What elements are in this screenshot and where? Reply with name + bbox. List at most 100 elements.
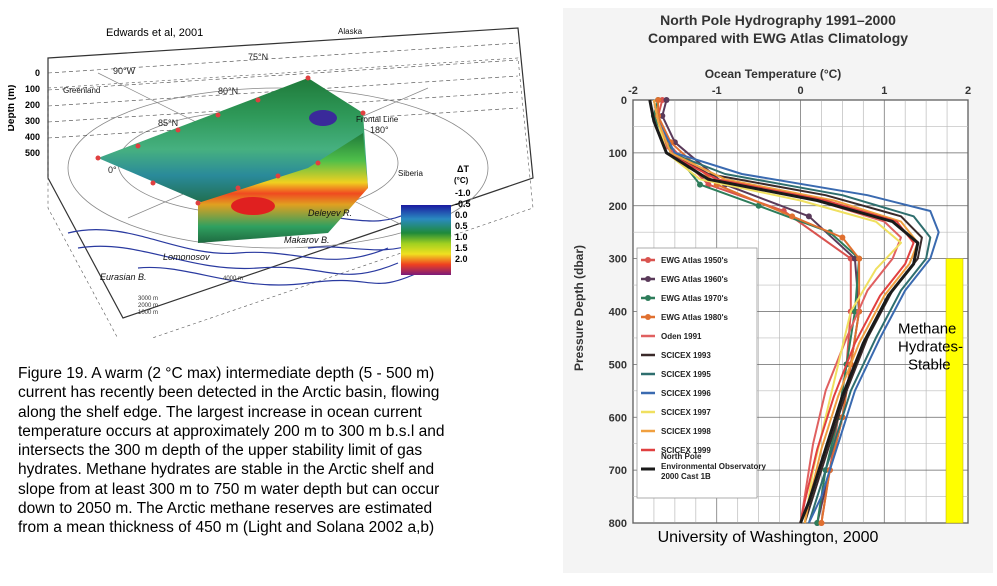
figure-credit: Edwards et al, 2001 — [106, 27, 203, 39]
delta-t-unit: (°C) — [454, 176, 469, 185]
y-tick-label: 400 — [609, 307, 627, 319]
svg-text:0°: 0° — [108, 165, 117, 175]
svg-text:1.5: 1.5 — [455, 243, 468, 253]
figure-caption: Figure 19. A warm (2 °C max) intermediat… — [18, 364, 538, 538]
series-marker-3 — [856, 255, 863, 262]
legend-label: EWG Atlas 1980's — [661, 313, 729, 322]
svg-text:-1.0: -1.0 — [455, 188, 471, 198]
legend-marker — [645, 314, 651, 320]
delta-t-values: -1.0 -0.5 0.0 0.5 1.0 1.5 2.0 — [455, 188, 471, 264]
x-tick-label: -2 — [628, 85, 638, 97]
x-tick-label: 2 — [965, 85, 971, 97]
legend-label: North Pole — [661, 452, 702, 461]
series-line-9 — [652, 99, 919, 524]
caption-line: current has recently been detected in th… — [18, 384, 440, 402]
bathymetry-contours — [67, 212, 429, 286]
series-lines — [648, 97, 940, 526]
caption-line: from a mean thickness of 450 m (Light an… — [18, 519, 435, 537]
chart-title: North Pole Hydrography 1991–2000 — [660, 12, 896, 28]
hydrate-zone-label-line: Hydrates- — [898, 339, 963, 356]
cold-anomaly — [309, 110, 337, 126]
svg-text:Greenland: Greenland — [63, 86, 100, 95]
svg-text:1000 m: 1000 m — [138, 310, 158, 316]
temperature-profile-chart: Ocean Temperature (°C) Pressure Depth (d… — [572, 67, 971, 530]
series-marker-3 — [655, 97, 662, 103]
hydrate-zone-label-line: Stable — [908, 357, 951, 374]
y-tick-label: 200 — [609, 201, 627, 213]
legend: EWG Atlas 1950's EWG Atlas 1960's EWG Atla… — [636, 247, 766, 499]
delta-t-colorbar — [401, 205, 451, 275]
hydrate-zone — [945, 258, 964, 524]
latitude-labels: 75°N 80°N 85°N — [158, 52, 268, 128]
svg-text:Eurasian B.: Eurasian B. — [100, 272, 147, 282]
svg-text:100: 100 — [25, 84, 40, 94]
left-panel: Depth (m) 0 100 200 300 400 500 Edwards … — [8, 27, 538, 538]
depth-axis-label: Depth (m) — [8, 85, 17, 132]
svg-text:90°W: 90°W — [113, 66, 136, 76]
svg-text:80°N: 80°N — [218, 86, 238, 96]
series-marker-2 — [697, 181, 703, 188]
svg-text:85°N: 85°N — [158, 118, 178, 128]
chart-subtitle: Compared with EWG Atlas Climatology — [647, 30, 909, 46]
series-marker-3 — [839, 234, 846, 241]
legend-label: SCICEX 1996 — [661, 389, 711, 398]
depth-grid — [47, 42, 519, 139]
warm-anomaly — [231, 197, 275, 215]
hydrate-stability-bar — [945, 258, 964, 524]
svg-text:0.0: 0.0 — [455, 210, 468, 220]
svg-text:500: 500 — [25, 148, 40, 158]
series-marker-1 — [663, 97, 670, 103]
caption-line: down to 2050 m. The Arctic methane reser… — [18, 500, 433, 518]
svg-text:Frontal Line: Frontal Line — [356, 115, 399, 124]
series-marker-3 — [789, 213, 796, 220]
latitude-circle — [67, 87, 489, 249]
svg-text:3000 m: 3000 m — [138, 296, 158, 302]
series-marker-2 — [851, 308, 858, 315]
isobath-labels: 4000 m 3000 m 2000 m 1000 m — [138, 276, 243, 316]
series-marker-0 — [659, 97, 666, 103]
x-tick-label: 0 — [797, 85, 803, 97]
series-marker-1 — [805, 213, 812, 220]
hydrate-zone-label-line: Methane — [898, 321, 956, 338]
y-tick-label: 700 — [609, 465, 627, 477]
y-tick-label: 800 — [609, 518, 627, 530]
series-line-11 — [648, 99, 920, 524]
chart-footer: University of Washington, 2000 — [657, 529, 879, 546]
svg-text:0.5: 0.5 — [455, 221, 468, 231]
caption-line: Figure 19. A warm (2 °C max) intermediat… — [18, 365, 435, 382]
legend-box — [636, 247, 758, 499]
caption-line: temperature occurs at approximately 200 … — [18, 422, 445, 440]
y-tick-label: 300 — [609, 254, 627, 266]
depth-ticks: 0 100 200 300 400 500 — [25, 68, 40, 158]
svg-text:180°: 180° — [370, 125, 389, 135]
legend-label: SCICEX 1999 — [661, 446, 711, 455]
svg-text:-0.5: -0.5 — [455, 199, 471, 209]
temperature-section-2 — [198, 133, 368, 243]
svg-text:0: 0 — [35, 68, 40, 78]
station-markers — [95, 75, 366, 206]
legend-label: 2000 Cast 1B — [661, 472, 711, 481]
svg-text:Lomonosov: Lomonosov — [163, 252, 210, 262]
svg-text:Deleyev R.: Deleyev R. — [308, 208, 352, 218]
legend-label: SCICEX 1997 — [661, 408, 711, 417]
svg-text:1.0: 1.0 — [455, 232, 468, 242]
series-line-7 — [652, 99, 940, 524]
arctic-3d-temperature-figure: Depth (m) 0 100 200 300 400 500 Edwards … — [8, 27, 534, 338]
svg-text:300: 300 — [25, 116, 40, 126]
svg-text:200: 200 — [25, 100, 40, 110]
svg-text:75°N: 75°N — [248, 52, 268, 62]
series-marker-2 — [755, 202, 762, 209]
caption-line: along the shelf edge. The largest increa… — [18, 403, 422, 421]
legend-marker — [645, 295, 651, 301]
series-marker-2 — [814, 520, 821, 526]
tick-labels: -2 -1 0 1 2 0 100 200 300 400 500 600 700 800 — [609, 85, 971, 530]
legend-marker — [645, 276, 651, 282]
y-axis-title: Pressure Depth (dbar) — [572, 245, 586, 371]
legend-label: Environmental Observatory — [661, 462, 766, 471]
x-axis-title: Ocean Temperature (°C) — [705, 67, 842, 81]
legend-label: EWG Atlas 1970's — [661, 294, 729, 303]
y-tick-label: 100 — [609, 148, 627, 160]
svg-text:Siberia: Siberia — [398, 169, 423, 178]
legend-label: SCICEX 1995 — [661, 370, 711, 379]
